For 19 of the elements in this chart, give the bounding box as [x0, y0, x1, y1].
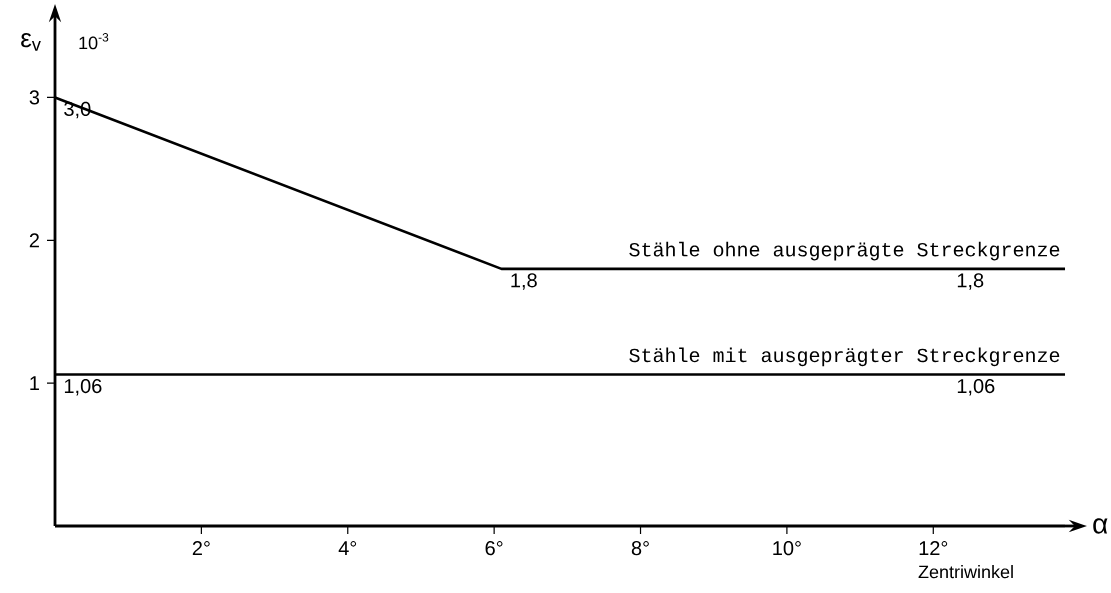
y-tick-label: 3: [29, 90, 40, 105]
x-tick-label: 6°: [485, 541, 503, 556]
x-tick-label: 8°: [631, 541, 649, 556]
x-tick-label: 4°: [338, 541, 357, 556]
y-tick-label: 2: [29, 233, 39, 248]
annotation: 10$^{-3}$: [79, 33, 109, 50]
text: Zentriwinkel: [918, 565, 1013, 579]
x-tick-label: 10°: [773, 541, 801, 556]
x-tick-label: 12°: [919, 541, 948, 556]
series-label: Stähle mit ausgeprägter Streckgrenze: [629, 347, 1060, 367]
data-label: 1,8: [511, 273, 537, 290]
data-label: 1,06: [957, 378, 995, 396]
x-tick-label: 2°: [192, 541, 210, 556]
series-label: Stähle ohne ausgeprägte Streckgrenze: [629, 241, 1060, 261]
y-axis-title: ε$_{v}$: [21, 33, 41, 51]
x-axis-title: α: [1093, 518, 1108, 534]
data-label: 1,06: [64, 378, 102, 396]
y-tick-label: 1: [30, 376, 39, 391]
data-label: 1,8: [957, 273, 984, 290]
